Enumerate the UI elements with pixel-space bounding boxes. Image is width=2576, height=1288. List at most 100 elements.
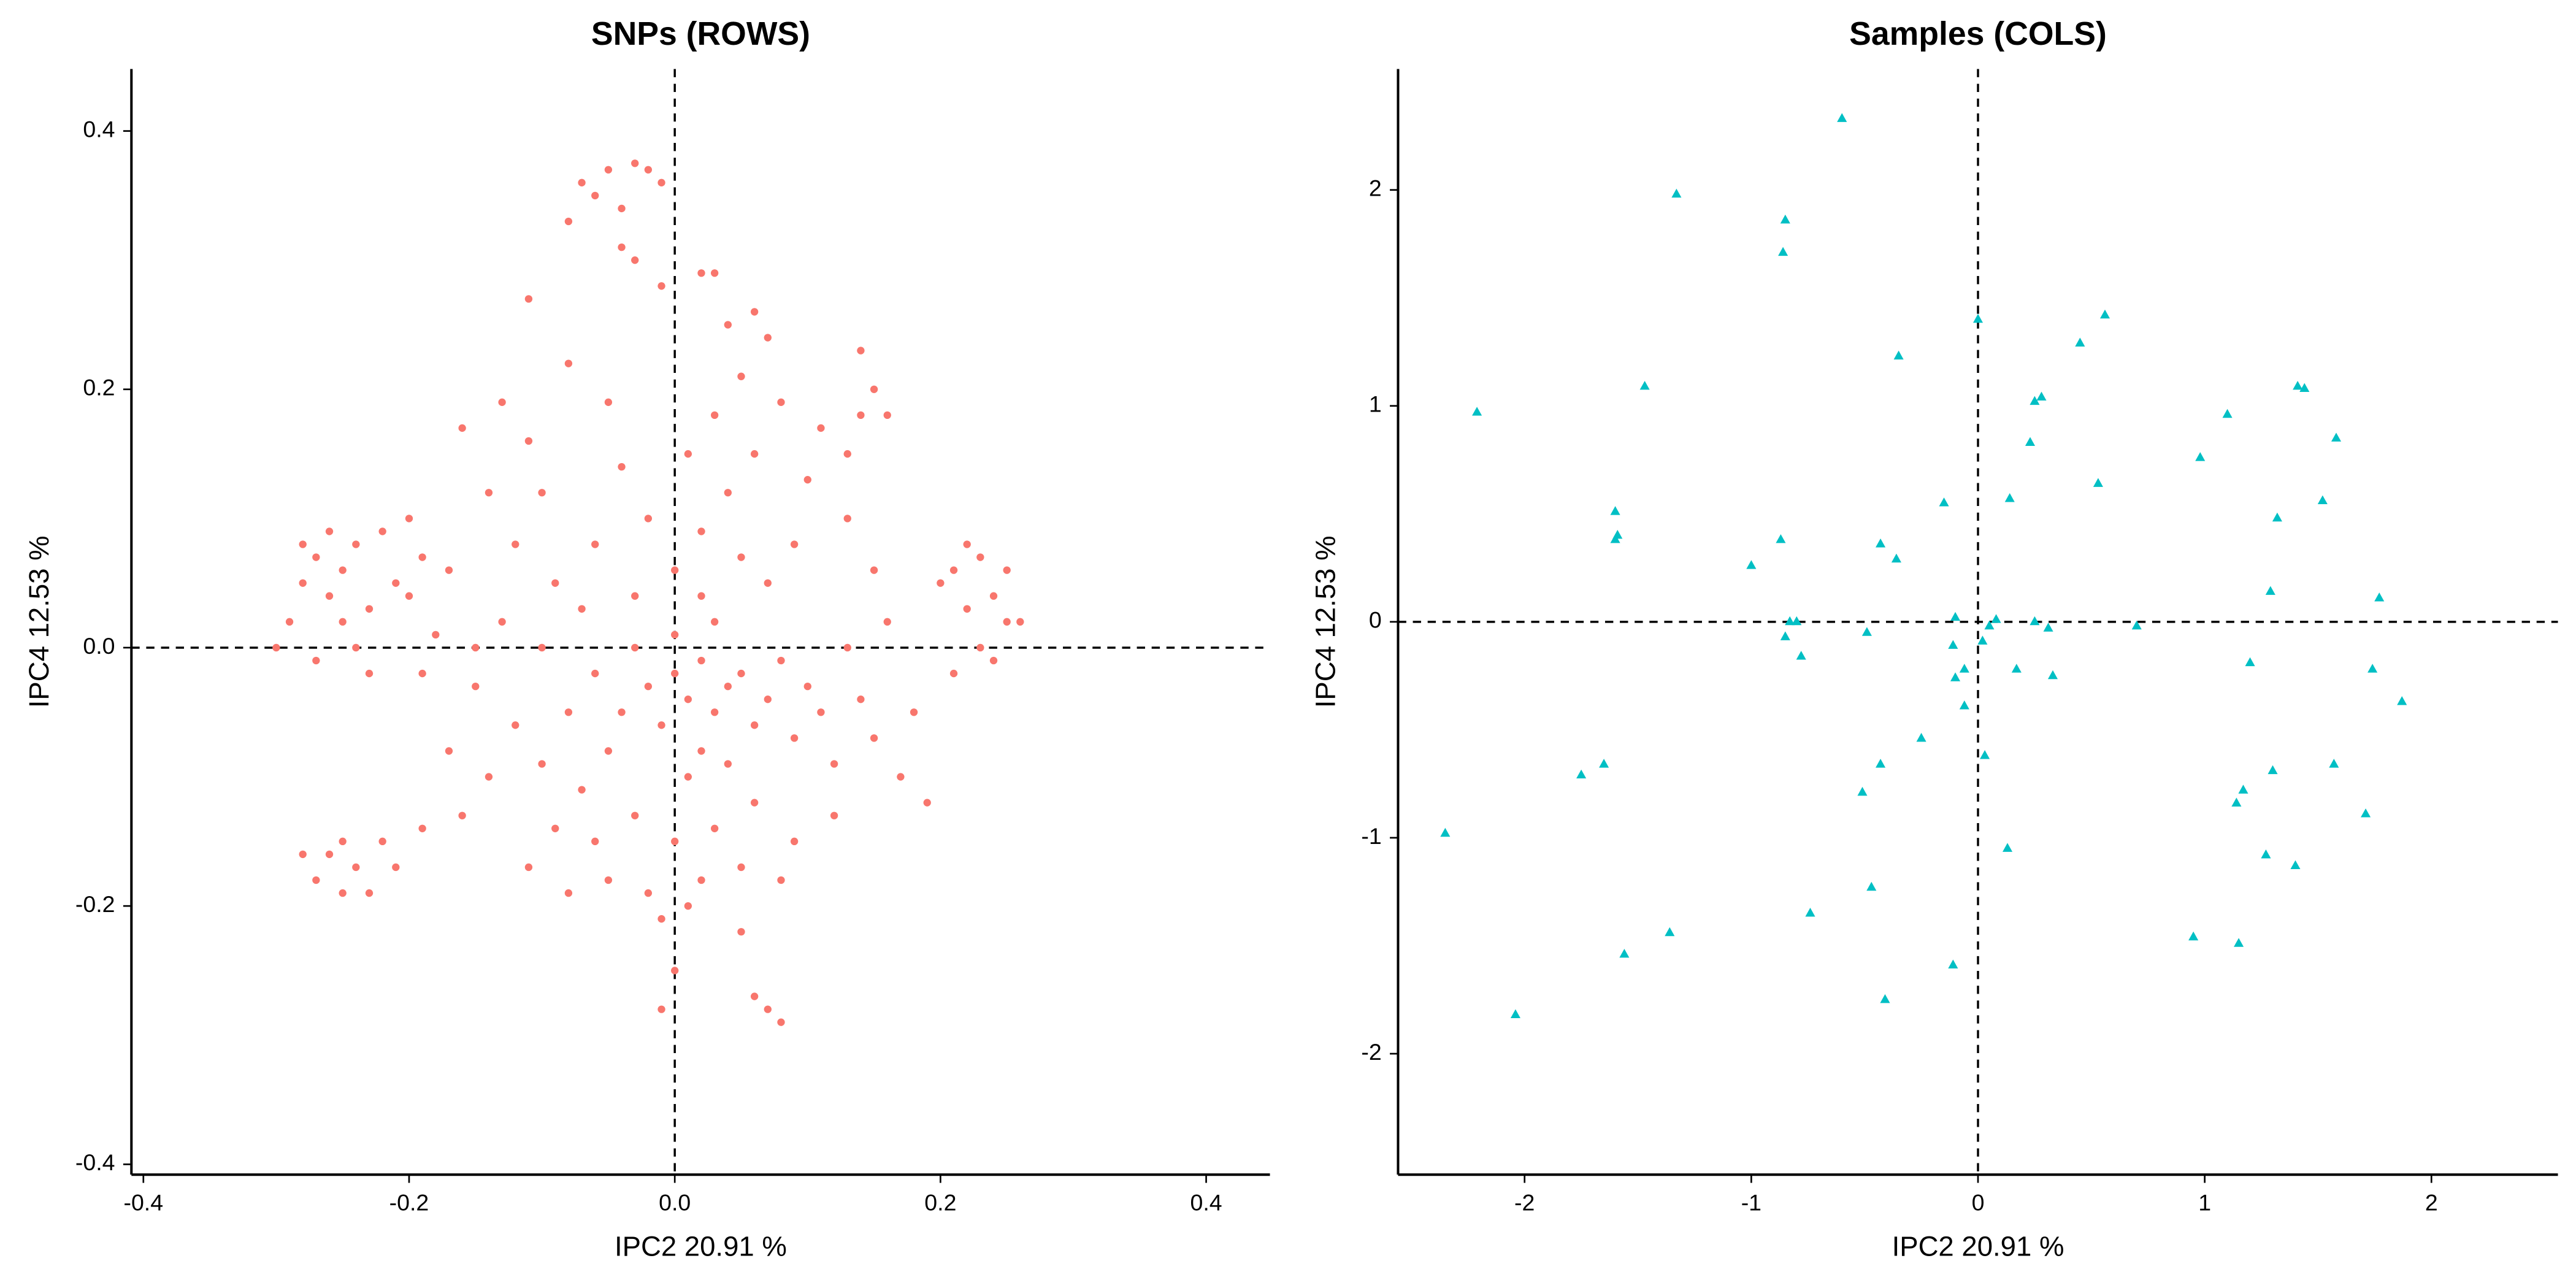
point	[883, 411, 891, 420]
point	[1792, 616, 1802, 626]
point	[1610, 534, 1620, 543]
point	[710, 269, 719, 277]
point	[671, 566, 679, 574]
point	[657, 1005, 665, 1013]
point	[1891, 553, 1901, 563]
point	[671, 837, 679, 846]
point	[1805, 908, 1815, 917]
point	[684, 902, 692, 910]
point	[1003, 566, 1011, 574]
point	[870, 566, 878, 574]
point	[870, 385, 878, 393]
point	[312, 656, 320, 665]
point	[1950, 672, 1961, 681]
point	[1939, 497, 1949, 507]
point	[697, 592, 705, 600]
point	[2099, 309, 2110, 319]
point	[937, 579, 945, 587]
point	[2025, 437, 2036, 446]
x-tick-label: 0.0	[659, 1189, 691, 1215]
point	[631, 256, 639, 264]
point	[803, 476, 811, 484]
point	[2238, 784, 2248, 794]
point	[737, 863, 745, 872]
point	[1440, 827, 1451, 837]
point	[538, 760, 546, 768]
point	[2290, 860, 2301, 870]
point	[803, 682, 811, 691]
point	[790, 734, 799, 742]
point	[949, 566, 958, 574]
point	[458, 424, 466, 432]
x-tick-label: 0.2	[924, 1189, 956, 1215]
point	[1016, 618, 1024, 626]
point	[883, 618, 891, 626]
point	[737, 928, 745, 936]
point	[777, 1018, 785, 1026]
x-tick-label: -2	[1514, 1189, 1535, 1215]
point	[1972, 313, 1984, 323]
point	[750, 308, 759, 316]
point	[2093, 478, 2103, 487]
point	[2245, 657, 2255, 667]
point	[697, 747, 705, 755]
point	[524, 863, 533, 872]
x-tick-label: -1	[1741, 1189, 1761, 1215]
point	[1776, 534, 1786, 543]
point	[1472, 407, 1482, 416]
panel: SNPs (ROWS)IPC2 20.91 %IPC4 12.53 %-0.4-…	[23, 16, 1270, 1262]
point	[312, 876, 320, 884]
point	[2265, 586, 2275, 595]
point	[418, 824, 426, 832]
point	[604, 876, 613, 884]
point	[2047, 670, 2058, 680]
point	[1991, 614, 2001, 623]
point	[472, 643, 480, 652]
point	[631, 592, 639, 600]
point	[591, 669, 599, 678]
point	[2030, 616, 2040, 626]
point	[870, 734, 878, 742]
point	[2374, 592, 2385, 602]
point	[551, 824, 559, 832]
point	[764, 579, 772, 587]
point	[750, 450, 759, 458]
point	[2011, 664, 2022, 673]
point	[2195, 452, 2206, 461]
point	[843, 450, 851, 458]
point	[2361, 808, 2371, 818]
point	[538, 643, 546, 652]
point	[604, 166, 613, 174]
point	[618, 243, 626, 251]
point	[2036, 391, 2047, 401]
point	[618, 462, 626, 471]
y-axis-label: IPC4 12.53 %	[1309, 535, 1341, 708]
point	[697, 656, 705, 665]
point	[764, 696, 772, 703]
point	[2131, 620, 2142, 630]
point	[724, 760, 732, 768]
point	[1599, 759, 1609, 768]
point	[1950, 611, 1961, 621]
point	[299, 850, 307, 859]
point	[1003, 618, 1011, 626]
point	[1977, 635, 1988, 645]
point	[1861, 627, 1872, 636]
point	[631, 159, 639, 167]
point	[551, 579, 559, 587]
point	[724, 321, 732, 329]
point	[750, 721, 759, 729]
point	[538, 489, 546, 497]
point	[591, 191, 599, 200]
point	[498, 618, 506, 626]
point	[1959, 700, 1969, 710]
x-axis-label: IPC2 20.91 %	[1892, 1231, 2064, 1262]
point	[472, 682, 480, 691]
point	[777, 876, 785, 884]
point	[750, 799, 759, 807]
point	[591, 540, 599, 548]
x-tick-label: 2	[2425, 1189, 2438, 1215]
point	[644, 166, 653, 174]
point	[1671, 188, 1682, 198]
